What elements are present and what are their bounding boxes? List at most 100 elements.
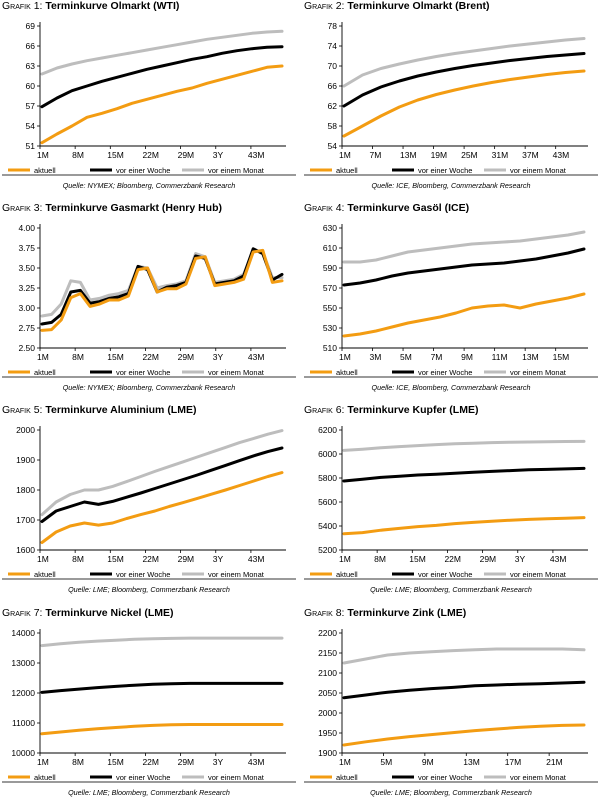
y-tick-label: 51: [26, 141, 36, 151]
series-line-vor-einem-monat: [342, 37, 586, 88]
legend-item: vor einer Woche: [392, 166, 472, 175]
legend-label: vor einem Monat: [208, 368, 265, 377]
y-tick-label: 74: [328, 41, 338, 51]
chart-panel-8: Grafik 8: Terminkurve Zink (LME) 1900 1950…: [304, 607, 598, 809]
separator-rule: [304, 578, 598, 580]
chart-number: Grafik 3:: [2, 202, 46, 214]
legend-item: vor einer Woche: [392, 773, 472, 782]
series-line-aktuell: [40, 471, 284, 544]
x-tick-label: 43M: [248, 352, 265, 362]
chart-panel-1: Grafik 1: Terminkurve Olmarkt (WTI) 51 54 5…: [2, 0, 296, 202]
series-line-vor-einem-monat: [40, 248, 284, 318]
legend-item: aktuell: [310, 773, 358, 782]
legend-item: vor einer Woche: [90, 570, 170, 579]
y-tick-label: 2.75: [18, 323, 35, 333]
y-tick-label: 590: [323, 263, 337, 273]
y-tick-label: 4.00: [18, 223, 35, 233]
series-line-vor-einer-woche: [40, 446, 284, 523]
y-tick-label: 3.00: [18, 303, 35, 313]
y-tick-label: 550: [323, 303, 337, 313]
chart-number: Grafik 5:: [2, 404, 46, 416]
y-tick-label: 10000: [11, 748, 35, 758]
chart-title: Grafik 4: Terminkurve Gasöl (ICE): [304, 202, 469, 214]
x-tick-label: 1M: [339, 352, 351, 362]
y-tick-label: 1600: [16, 545, 35, 555]
x-tick-label: 7M: [431, 352, 443, 362]
series-line-aktuell: [342, 292, 586, 338]
y-tick-label: 62: [328, 101, 338, 111]
legend-label: vor einem Monat: [510, 773, 567, 782]
chart-title-text: Terminkurve Gasmarkt (Henry Hub): [45, 202, 222, 214]
chart-panel-4: Grafik 4: Terminkurve Gasöl (ICE) 510 530 5…: [304, 202, 598, 404]
series-line-vor-einem-monat: [40, 429, 284, 517]
x-tick-label: 1M: [37, 757, 49, 767]
legend-item: aktuell: [310, 166, 358, 175]
chart-title: Grafik 1: Terminkurve Olmarkt (WTI): [2, 0, 179, 12]
series-line-vor-einer-woche: [342, 680, 586, 700]
y-tick-label: 1700: [16, 515, 35, 525]
series-line-vor-einer-woche: [342, 466, 586, 483]
y-tick-label: 5200: [318, 545, 337, 555]
y-tick-label: 5600: [318, 497, 337, 507]
x-tick-label: 22M: [142, 150, 159, 160]
x-tick-label: 7M: [370, 150, 382, 160]
x-tick-label: 3Y: [213, 352, 224, 362]
chart-svg: 1900 1950 2000 2050 2100 2150 2200 1M 5M 9M 13M 17M…: [310, 628, 588, 782]
separator-rule: [304, 174, 598, 176]
legend-item: aktuell: [8, 166, 56, 175]
legend-label: vor einem Monat: [208, 166, 265, 175]
legend-label: vor einer Woche: [418, 166, 472, 175]
y-tick-label: 5400: [318, 521, 337, 531]
series-line-aktuell: [342, 723, 586, 747]
legend-label: vor einem Monat: [208, 570, 265, 579]
chart-panel-5: Grafik 5: Terminkurve Aluminium (LME) 160…: [2, 404, 296, 606]
x-tick-label: 3Y: [213, 554, 224, 564]
y-tick-label: 63: [26, 61, 36, 71]
chart-title: Grafik 8: Terminkurve Zink (LME): [304, 607, 466, 619]
legend-label: vor einem Monat: [510, 166, 567, 175]
x-tick-label: 8M: [374, 554, 386, 564]
x-tick-label: 15M: [107, 150, 124, 160]
legend-item: vor einer Woche: [392, 570, 472, 579]
legend-item: aktuell: [8, 570, 56, 579]
y-tick-label: 1900: [318, 748, 337, 758]
x-tick-label: 15M: [553, 352, 570, 362]
source-note: Quelle: LME; Bloomberg, Commerzbank Rese…: [68, 585, 230, 594]
chart-panel-3: Grafik 3: Terminkurve Gasmarkt (Henry Hu…: [2, 202, 296, 404]
legend-label: vor einer Woche: [418, 368, 472, 377]
x-tick-label: 1M: [37, 352, 49, 362]
x-tick-label: 11M: [492, 352, 508, 362]
y-tick-label: 11000: [12, 718, 35, 728]
chart-title-text: Terminkurve Gasöl (ICE): [347, 202, 470, 214]
x-tick-label: 22M: [142, 554, 159, 564]
legend-item: vor einem Monat: [484, 166, 567, 175]
y-tick-label: 530: [323, 323, 337, 333]
x-tick-label: 8M: [72, 352, 84, 362]
chart-number: Grafik 1:: [2, 0, 46, 12]
y-tick-label: 6200: [318, 425, 337, 435]
separator-rule: [304, 376, 598, 378]
source-note: Quelle: NYMEX; Bloomberg, Commerzbank Re…: [62, 181, 236, 190]
x-tick-label: 17M: [505, 757, 522, 767]
y-tick-label: 610: [323, 243, 337, 253]
y-tick-label: 1900: [16, 455, 35, 465]
series-line-vor-einer-woche: [342, 52, 586, 108]
legend-label: aktuell: [336, 166, 358, 175]
legend-label: aktuell: [34, 368, 56, 377]
legend-item: aktuell: [8, 368, 56, 377]
x-tick-label: 15M: [409, 554, 426, 564]
x-tick-label: 15M: [107, 554, 124, 564]
y-tick-label: 2200: [318, 628, 337, 638]
y-tick-label: 2000: [16, 425, 35, 435]
y-tick-label: 69: [26, 21, 36, 31]
legend-item: vor einer Woche: [90, 368, 170, 377]
x-tick-label: 13M: [522, 352, 539, 362]
chart-number: Grafik 7:: [2, 607, 46, 619]
source-note: Quelle: LME; Bloomberg, Commerzbank Rese…: [68, 788, 230, 797]
legend-item: vor einem Monat: [484, 368, 567, 377]
x-tick-label: 3Y: [213, 150, 224, 160]
y-tick-label: 60: [26, 81, 36, 91]
legend-item: vor einem Monat: [182, 368, 265, 377]
chart-svg: 54 58 62 66 70 74 78 1M 7M 13M 19M 25M 31M 37M 43M aktu…: [310, 21, 588, 175]
x-tick-label: 22M: [142, 352, 159, 362]
